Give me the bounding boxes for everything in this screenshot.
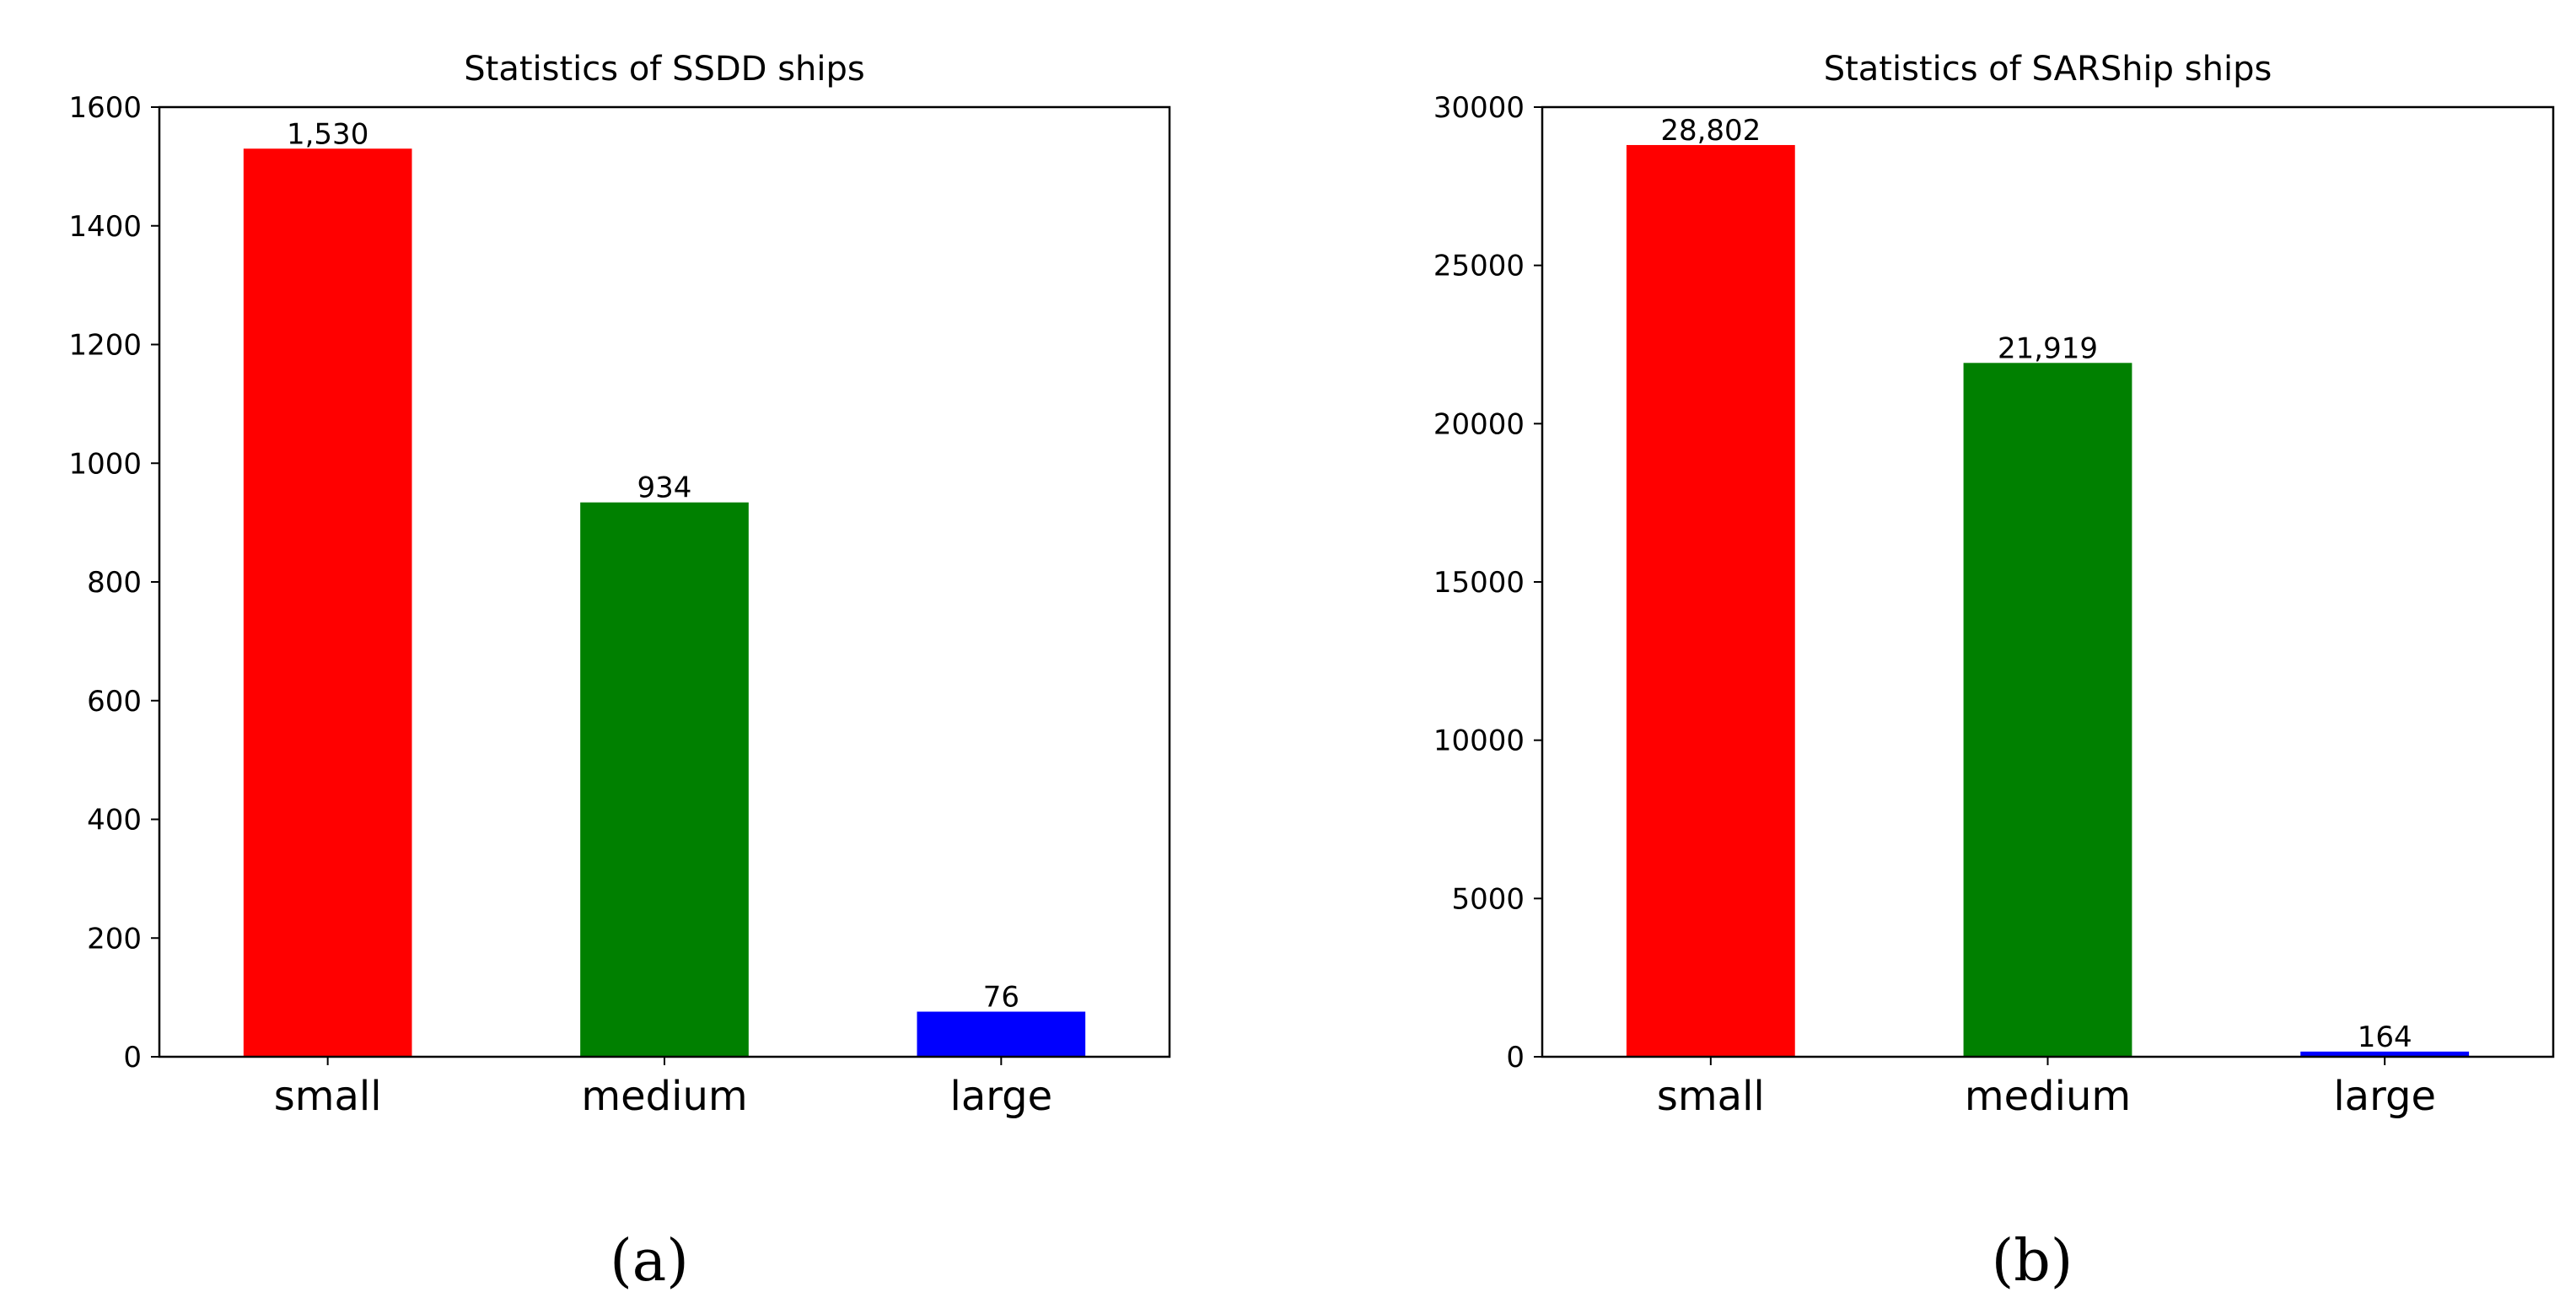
y-tick-label: 1400 <box>68 210 142 244</box>
chart-title: Statistics of SSDD ships <box>464 50 864 89</box>
bar-large <box>2300 1051 2470 1057</box>
y-tick-label: 10000 <box>1433 724 1525 758</box>
data-label: 28,802 <box>1660 114 1761 148</box>
bar-small <box>243 148 412 1058</box>
y-tick-label: 1600 <box>68 91 142 125</box>
bar-large <box>917 1011 1086 1057</box>
data-label: 164 <box>2358 1021 2412 1054</box>
y-tick-label: 30000 <box>1433 91 1525 125</box>
chart-title: Statistics of SARShip ships <box>1824 50 2272 89</box>
panel-label: (b) <box>1992 1228 2073 1295</box>
y-tick-label: 400 <box>87 804 142 837</box>
bar-small <box>1626 144 1795 1057</box>
y-tick-label: 200 <box>87 922 142 956</box>
y-tick-label: 5000 <box>1451 882 1525 916</box>
x-tick-label: large <box>950 1073 1053 1120</box>
x-tick-label: small <box>274 1073 382 1120</box>
y-tick-label: 20000 <box>1433 407 1525 441</box>
x-tick-label: small <box>1657 1073 1765 1120</box>
y-tick-label: 0 <box>123 1041 142 1074</box>
y-tick-label: 15000 <box>1433 566 1525 600</box>
plot-frame <box>1541 105 2555 1058</box>
data-label: 76 <box>983 981 1019 1015</box>
data-label: 934 <box>637 471 692 505</box>
chart-panel-ssdd: Statistics of SSDD ships 1,530 small 934 med… <box>68 50 1171 1295</box>
y-tick-label: 1000 <box>68 447 142 481</box>
data-label: 21,919 <box>1998 331 2098 365</box>
x-tick-label: medium <box>1965 1073 2131 1120</box>
x-tick-label: large <box>2333 1073 2436 1120</box>
data-label: 1,530 <box>287 117 368 151</box>
chart-panel-sarship: Statistics of SARShip ships 28,802 small 21… <box>1433 50 2555 1295</box>
y-tick-label: 1200 <box>68 329 142 363</box>
y-tick-label: 25000 <box>1433 250 1525 283</box>
bar-medium <box>1963 363 2132 1057</box>
bar-medium <box>580 502 749 1057</box>
x-tick-label: medium <box>581 1073 747 1120</box>
y-tick-label: 0 <box>1506 1041 1525 1074</box>
panel-label: (a) <box>610 1228 689 1295</box>
y-tick-label: 800 <box>87 566 142 600</box>
y-tick-label: 600 <box>87 685 142 719</box>
plot-frame <box>158 105 1171 1058</box>
